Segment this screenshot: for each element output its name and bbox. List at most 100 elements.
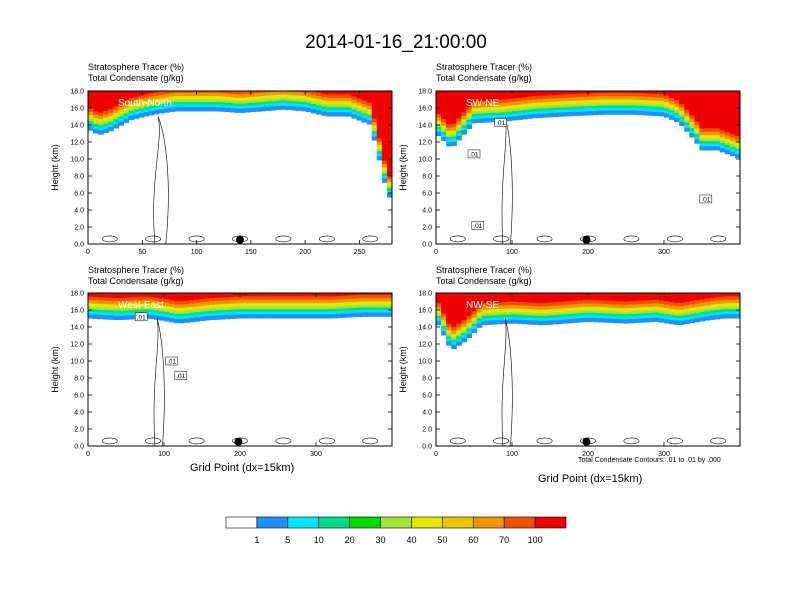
tracer-cell (517, 112, 523, 116)
y-tick-label: 2.0 (74, 427, 84, 434)
tracer-cell (265, 98, 271, 102)
condensate-contour (493, 437, 510, 445)
tracer-cell (613, 95, 619, 100)
tracer-cell (623, 318, 630, 324)
tracer-cell (719, 139, 726, 144)
tracer-cell (250, 107, 256, 113)
tracer-cell (331, 298, 337, 304)
tracer-cell (98, 299, 104, 304)
tracer-cell (310, 302, 317, 307)
tracer-cell (664, 112, 670, 118)
tracer-cell (366, 306, 373, 310)
tracer-cell (108, 309, 114, 313)
tracer-cell (169, 83, 175, 90)
tracer-cell (108, 314, 114, 320)
tracer-cell (108, 118, 114, 122)
tracer-cell (643, 302, 650, 308)
tracer-cell (522, 293, 528, 303)
tracer-cell (567, 106, 574, 110)
tracer-cell (245, 83, 251, 91)
tracer-cell (694, 133, 701, 137)
tracer-cell (471, 113, 478, 117)
tracer-cell (376, 293, 383, 295)
tracer-cell (341, 93, 347, 98)
tracer-cell (694, 293, 701, 301)
tracer-cell (633, 95, 640, 100)
tracer-cell (714, 299, 721, 305)
tracer-cell (476, 103, 483, 108)
tracer-cell (557, 104, 564, 108)
tracer-cell (608, 312, 614, 317)
tracer-cell (658, 96, 665, 102)
tracer-cell (456, 127, 462, 131)
tracer-cell (341, 293, 347, 296)
tracer-cell (476, 311, 483, 316)
tracer-cell (547, 94, 554, 99)
tracer-cell (588, 309, 594, 313)
panel-south-north: South-North0.02.04.06.08.010.012.014.016… (50, 83, 393, 256)
tracer-cell (582, 107, 589, 112)
tracer-cell (290, 100, 297, 104)
tracer-cell (689, 132, 695, 138)
tracer-cell (653, 305, 660, 310)
tracer-cell (88, 310, 94, 315)
tracer-cell (189, 91, 195, 93)
tracer-cell (486, 305, 493, 310)
tracer-cell (255, 101, 261, 105)
y-axis-label: Height (km) (50, 346, 60, 393)
tracer-cell (245, 96, 251, 101)
tracer-cell (486, 319, 493, 325)
tracer-cell (552, 91, 559, 95)
tracer-cell (93, 311, 99, 315)
tracer-cell (481, 112, 488, 116)
tracer-cell (572, 299, 579, 305)
tracer-cell (285, 104, 292, 111)
tracer-cell (153, 296, 160, 302)
tracer-cell (118, 300, 125, 305)
tracer-cell (275, 313, 282, 319)
tracer-cell (613, 91, 619, 97)
tracer-cell (316, 310, 322, 315)
tracer-cell (441, 91, 447, 120)
tracer-cell (128, 100, 135, 105)
panel-1-header: Stratosphere Tracer (%) Total Condensate… (88, 62, 184, 84)
tracer-cell (184, 303, 190, 308)
tracer-cell (88, 111, 94, 116)
y-tick-label: 16.0 (418, 308, 432, 315)
tracer-cell (582, 99, 589, 104)
x-tick-label: 300 (658, 249, 670, 256)
tracer-cell (618, 109, 625, 115)
tracer-cell (664, 293, 670, 302)
tracer-cell (138, 107, 145, 111)
tracer-cell (466, 91, 473, 107)
tracer-cell (240, 102, 246, 107)
tracer-cell (219, 101, 226, 105)
tracer-cell (189, 91, 195, 97)
tracer-cell (98, 124, 104, 128)
tracer-cell (704, 91, 711, 129)
tracer-cell (512, 313, 518, 317)
x-tick-label: 100 (158, 451, 170, 458)
tracer-label: Stratosphere Tracer (%) (88, 265, 185, 275)
tracer-cell (648, 302, 655, 307)
tracer-cell (305, 308, 312, 312)
tracer-cell (719, 132, 726, 138)
tracer-cell (179, 106, 185, 112)
tracer-cell (153, 309, 160, 313)
tracer-cell (356, 115, 363, 121)
tracer-cell (260, 305, 266, 310)
tracer-cell (486, 99, 493, 104)
tracer-cell (466, 293, 473, 316)
tracer-cell (653, 316, 660, 322)
tracer-cell (664, 101, 670, 106)
tracer-cell (729, 313, 736, 319)
condensate-contour (710, 437, 727, 445)
tracer-cell (270, 83, 276, 89)
tracer-cell (260, 298, 266, 304)
tracer-cell (224, 296, 231, 301)
tracer-cell (93, 110, 99, 115)
tracer-cell (527, 305, 533, 310)
tracer-cell (729, 145, 736, 150)
tracer-cell (179, 300, 185, 305)
x-tick-label: 0 (86, 249, 90, 256)
